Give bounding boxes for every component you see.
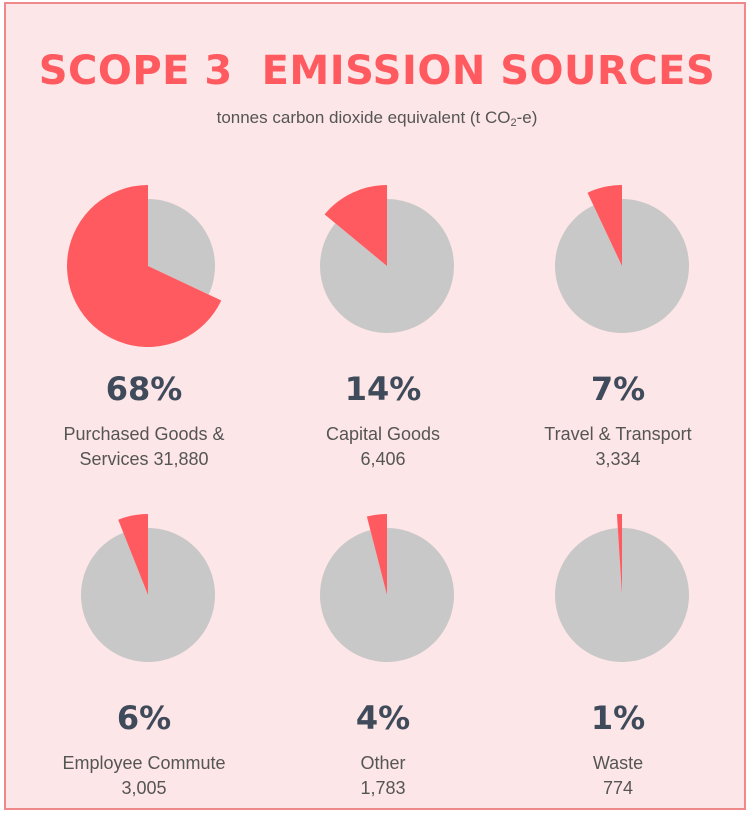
pie-remainder-slice xyxy=(148,199,215,295)
category-name: Travel & Transport xyxy=(544,424,692,444)
category-value: 1,783 xyxy=(360,778,406,798)
chart-subtitle: tonnes carbon dioxide equivalent (t CO2-… xyxy=(6,108,748,129)
category-label: Employee Commute 3,005 xyxy=(24,751,264,801)
category-label: Other 1,783 xyxy=(263,751,503,801)
category-value: 3,005 xyxy=(121,778,167,798)
pie-chart-waste xyxy=(555,514,689,662)
category-label: Purchased Goods & Services 31,880 xyxy=(24,422,264,472)
percent-label: 4% xyxy=(355,699,411,737)
category-name: Purchased Goods & xyxy=(63,424,225,444)
pie-chart-capital-goods xyxy=(319,185,454,333)
pie-cell-waste: 1% Waste 774 xyxy=(498,509,738,799)
subtitle-text: tonnes carbon dioxide equivalent (t CO xyxy=(216,108,511,127)
pie-remainder-slice xyxy=(80,528,215,662)
category-label: Travel & Transport 3,334 xyxy=(498,422,738,472)
pie-cell-capital-goods: 14% Capital Goods 6,406 xyxy=(263,180,503,470)
pie-highlight-slice xyxy=(324,185,387,266)
category-name: Capital Goods xyxy=(325,424,441,444)
category-label: Capital Goods 6,406 xyxy=(263,422,503,472)
chart-title: SCOPE 3 EMISSION SOURCES xyxy=(38,48,716,94)
subtitle-subscript: 2 xyxy=(510,117,517,129)
percent-label: 1% xyxy=(590,699,646,737)
category-value: 774 xyxy=(602,778,634,798)
pie-chart-other xyxy=(320,514,454,662)
category-value: 6,406 xyxy=(360,449,406,469)
pie-highlight-slice xyxy=(66,185,222,347)
pie-remainder-slice xyxy=(319,199,454,333)
pie-cell-other: 4% Other 1,783 xyxy=(263,509,503,799)
pie-highlight-slice xyxy=(118,514,148,595)
category-value: Services 31,880 xyxy=(79,449,209,469)
pie-cell-travel-transport: 7% Travel & Transport 3,334 xyxy=(498,180,738,470)
pie-highlight-slice xyxy=(366,514,387,595)
category-value: 3,334 xyxy=(595,449,641,469)
percent-label: 6% xyxy=(116,699,172,737)
pie-chart-purchased-goods xyxy=(66,185,222,347)
infographic-panel: SCOPE 3 EMISSION SOURCES tonnes carbon d… xyxy=(4,2,746,810)
category-name: Waste xyxy=(592,753,644,773)
pie-highlight-slice xyxy=(616,514,622,595)
subtitle-suffix: -e) xyxy=(516,108,538,127)
pie-cell-employee-commute: 6% Employee Commute 3,005 xyxy=(24,509,264,799)
category-name: Employee Commute xyxy=(62,753,226,773)
pie-cell-purchased-goods: 68% Purchased Goods & Services 31,880 xyxy=(24,180,264,470)
percent-label: 68% xyxy=(105,370,183,408)
pie-highlight-slice xyxy=(587,185,622,266)
percent-label: 7% xyxy=(590,370,646,408)
percent-label: 14% xyxy=(344,370,422,408)
category-name: Other xyxy=(360,753,406,773)
pie-chart-travel-transport xyxy=(555,185,689,333)
category-label: Waste 774 xyxy=(498,751,738,801)
pie-chart-employee-commute xyxy=(80,514,215,662)
